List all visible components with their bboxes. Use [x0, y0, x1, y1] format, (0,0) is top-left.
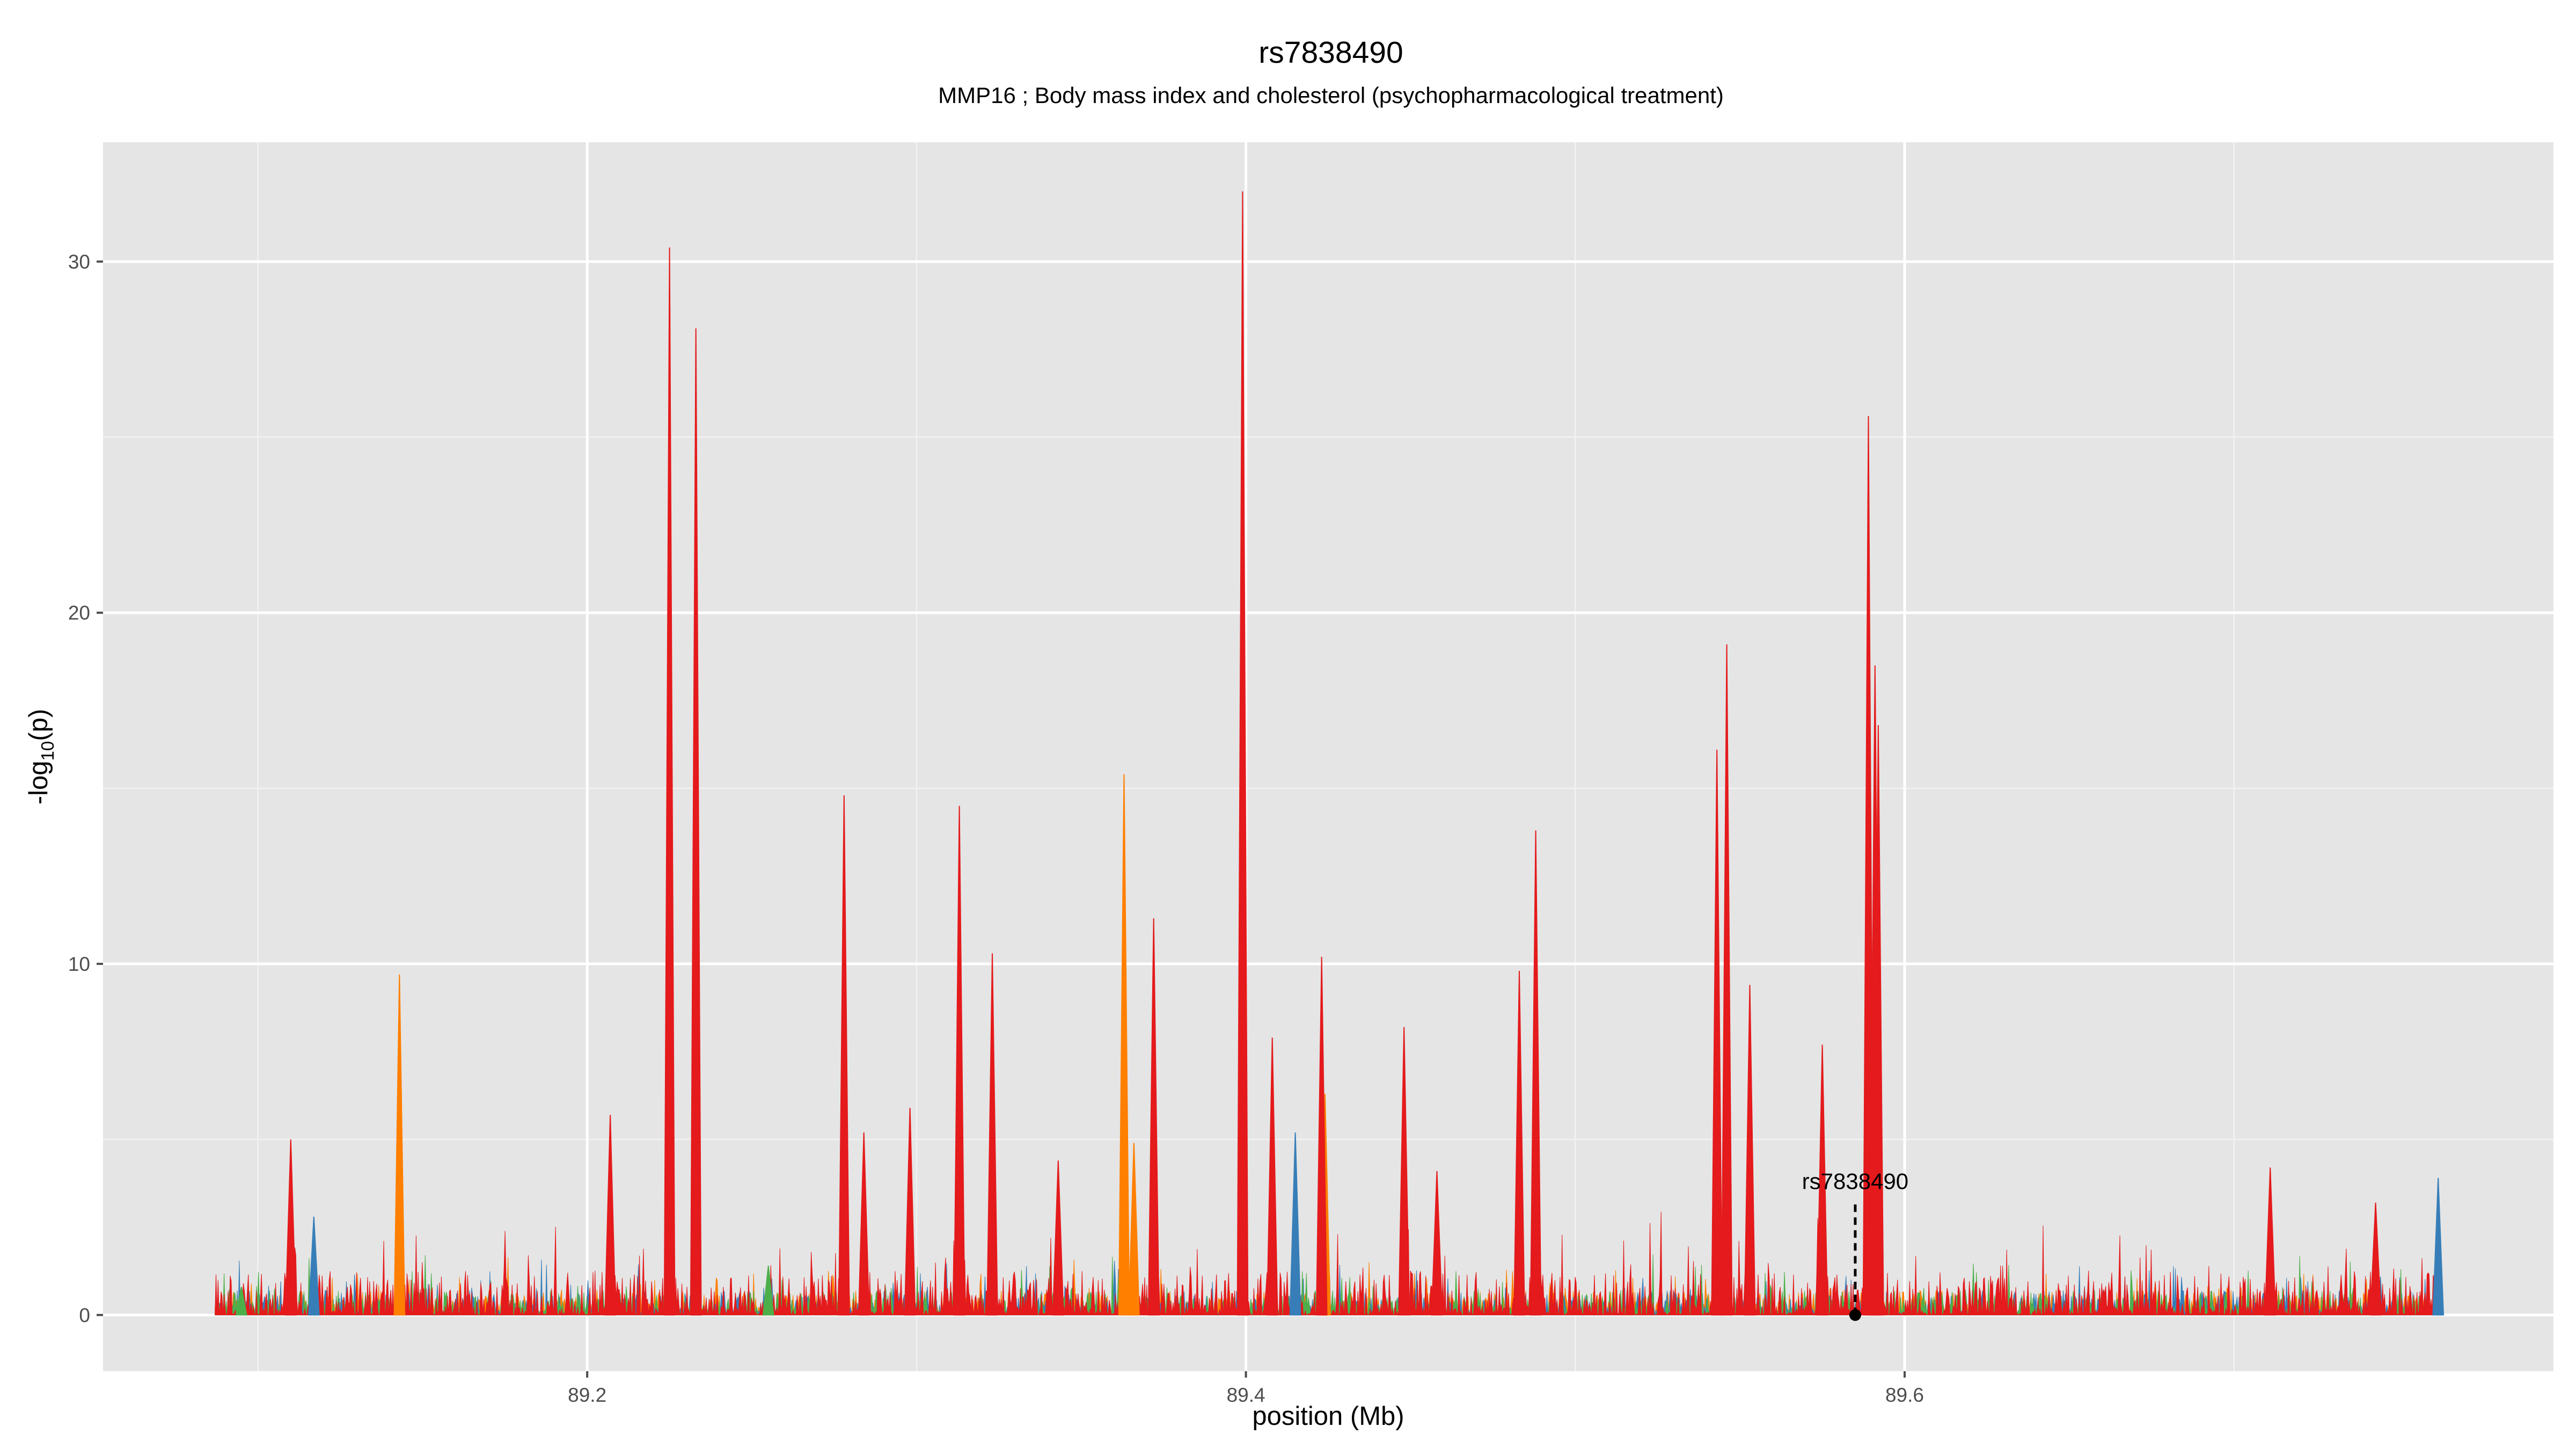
- chart-title: rs7838490: [1258, 35, 1403, 70]
- signal-peak: [1266, 1037, 1278, 1316]
- y-tick-label: 10: [68, 953, 90, 975]
- x-tick-label: 89.6: [1885, 1384, 1924, 1406]
- signal-peak: [1529, 830, 1542, 1316]
- signal-peak: [838, 795, 850, 1316]
- y-tick-label: 30: [68, 251, 90, 273]
- signal-peak: [1118, 774, 1130, 1316]
- signal-peak: [604, 1115, 616, 1316]
- chart-subtitle: MMP16 ; Body mass index and cholesterol …: [938, 83, 1724, 108]
- signal-peak: [1872, 725, 1884, 1316]
- signal-peak: [690, 328, 702, 1316]
- signal-peak: [1128, 1143, 1140, 1316]
- association-signal: [215, 191, 2445, 1316]
- x-axis-title: position (Mb): [1252, 1402, 1404, 1431]
- x-axis-ticks: 89.2 89.4 89.6: [568, 1371, 1924, 1406]
- signal-peak: [1398, 1027, 1410, 1316]
- y-axis-title: -log10(p): [24, 709, 57, 804]
- signal-peak: [2432, 1178, 2445, 1316]
- lead-snp-annotation: rs7838490: [1802, 1168, 1909, 1321]
- y-tick-label: 20: [68, 602, 90, 624]
- y-tick-label: 0: [79, 1304, 90, 1326]
- signal-peak: [1816, 1044, 1828, 1316]
- signal-peak: [393, 974, 406, 1316]
- signal-peak: [1431, 1171, 1443, 1316]
- signal-peak: [2369, 1202, 2382, 1316]
- plot-panel: [103, 142, 2553, 1371]
- signal-peak: [1289, 1132, 1301, 1316]
- signal-peak: [663, 247, 676, 1316]
- signal-peak: [858, 1132, 870, 1316]
- signal-peak: [1513, 971, 1525, 1316]
- signal-peak: [308, 1217, 320, 1316]
- signal-peak: [904, 1108, 916, 1316]
- signal-peak: [986, 953, 998, 1316]
- signal-peak: [1147, 918, 1160, 1316]
- signal-peak: [1721, 644, 1733, 1316]
- signal-peak: [953, 806, 965, 1316]
- lead-snp-point: [1849, 1309, 1861, 1321]
- signal-peak: [1315, 956, 1328, 1316]
- signal-peak: [235, 1286, 247, 1316]
- signal-peak: [1052, 1160, 1064, 1316]
- lead-snp-label: rs7838490: [1802, 1168, 1909, 1194]
- signal-peak: [1711, 749, 1723, 1316]
- y-axis-ticks: 0 10 20 30: [68, 251, 103, 1326]
- signal-peak: [1236, 191, 1249, 1316]
- x-tick-label: 89.2: [568, 1384, 606, 1406]
- signal-peak: [284, 1139, 297, 1316]
- x-tick-label: 89.4: [1227, 1384, 1265, 1406]
- signal-peak: [2264, 1167, 2277, 1316]
- signal-peak: [1744, 985, 1756, 1316]
- signal-peak: [762, 1265, 774, 1316]
